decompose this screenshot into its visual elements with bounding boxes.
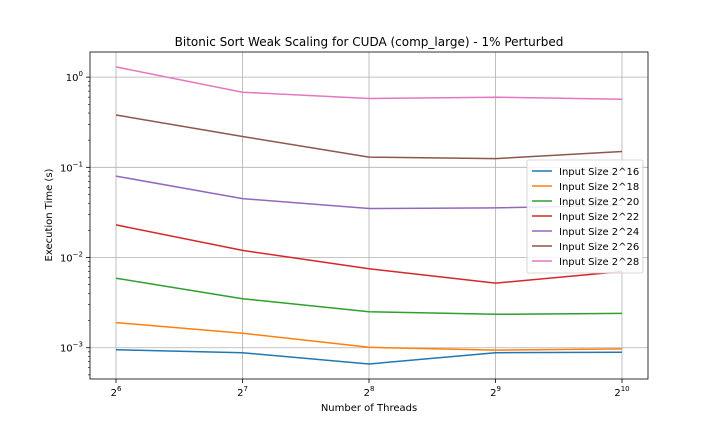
legend-label: Input Size 2^16 — [559, 167, 639, 178]
x-tick-label: 26 — [111, 385, 122, 399]
y-tick-label: 10−1 — [60, 160, 83, 174]
legend-box — [526, 159, 644, 274]
y-tick-label-exponent: 0 — [79, 70, 83, 78]
y-tick-label: 100 — [66, 70, 83, 84]
y-tick-label-exponent: −3 — [73, 341, 83, 349]
y-axis-label: Execution Time (s) — [44, 168, 55, 261]
series-line — [115, 114, 623, 160]
y-tick-label-exponent: −2 — [73, 251, 83, 259]
series-line — [115, 277, 623, 316]
y-tick-label-base: 10 — [60, 254, 73, 265]
legend-label: Input Size 2^18 — [559, 182, 639, 193]
series-line — [115, 224, 623, 284]
series-line — [115, 66, 623, 100]
x-tick-label-exponent: 8 — [370, 385, 374, 393]
y-tick-label-base: 10 — [60, 163, 73, 174]
x-tick-label: 29 — [490, 385, 501, 399]
legend-label: Input Size 2^20 — [559, 197, 639, 208]
legend-label: Input Size 2^28 — [559, 257, 639, 268]
y-tick-label: 10−3 — [60, 341, 83, 355]
x-tick-label: 27 — [237, 385, 248, 399]
y-tick-label: 10−2 — [60, 251, 83, 265]
legend-label: Input Size 2^22 — [559, 212, 639, 223]
legend-label: Input Size 2^26 — [559, 242, 639, 253]
x-tick-label-base: 2 — [614, 388, 620, 399]
y-tick-label-base: 10 — [60, 344, 73, 355]
legend: Input Size 2^16 Input Size 2^18 Input Size… — [526, 159, 644, 274]
x-tick-label-base: 2 — [237, 388, 243, 399]
series-line — [115, 348, 623, 365]
series-line — [115, 321, 623, 351]
x-tick-label-base: 2 — [111, 388, 117, 399]
legend-label: Input Size 2^24 — [559, 227, 639, 238]
x-tick-label-base: 2 — [490, 388, 496, 399]
x-tick-label-exponent: 9 — [496, 385, 500, 393]
x-tick-label-exponent: 10 — [621, 385, 630, 393]
x-tick-label-exponent: 6 — [117, 385, 122, 393]
x-axis-label: Number of Threads — [321, 403, 417, 414]
x-tick-label: 210 — [614, 385, 629, 399]
chart-title: Bitonic Sort Weak Scaling for CUDA (comp… — [175, 35, 564, 49]
series-lines — [115, 66, 623, 365]
y-tick-label-base: 10 — [66, 73, 79, 84]
x-tick-label-exponent: 7 — [243, 385, 247, 393]
x-tick-label: 28 — [364, 385, 375, 399]
x-tick-label-base: 2 — [364, 388, 370, 399]
y-tick-label-exponent: −1 — [73, 160, 83, 168]
